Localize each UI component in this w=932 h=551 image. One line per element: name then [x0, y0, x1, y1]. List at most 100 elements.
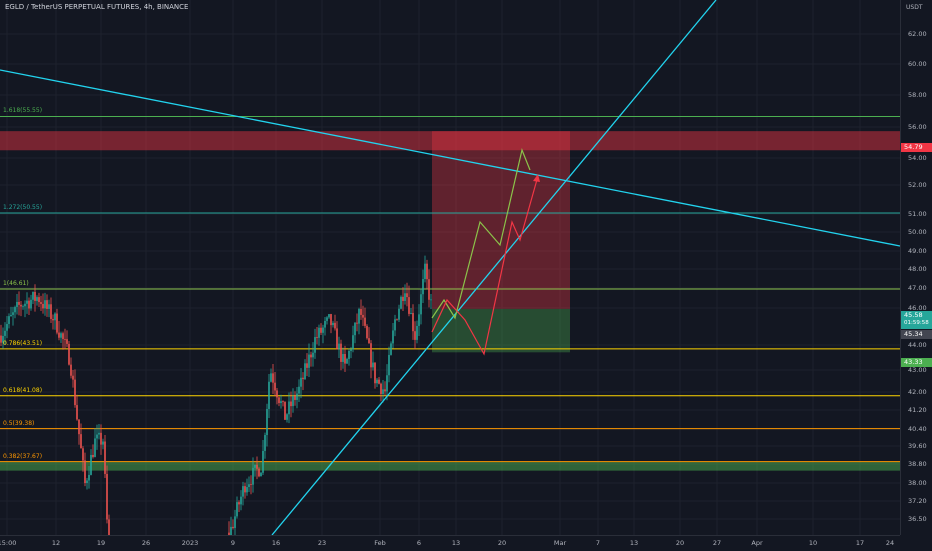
- candle-body: [340, 343, 342, 362]
- candle-body: [272, 373, 274, 383]
- candle-body: [4, 330, 6, 336]
- time-tick-label: 10: [808, 539, 818, 547]
- time-tick-label: Mar: [553, 539, 567, 547]
- candle-body: [332, 322, 334, 326]
- candle-body: [84, 460, 86, 484]
- candle-body: [0, 335, 2, 343]
- candle-body: [266, 408, 268, 436]
- candle-body: [376, 379, 378, 384]
- candle-body: [306, 363, 308, 368]
- candle-body: [58, 332, 60, 338]
- candle-body: [380, 383, 382, 395]
- candle-body: [52, 318, 54, 321]
- candle-body: [420, 294, 422, 315]
- candle-body: [50, 304, 52, 319]
- candle-body: [350, 349, 352, 351]
- candle-body: [400, 296, 402, 309]
- candle-body: [372, 362, 374, 368]
- candle-body: [428, 279, 430, 300]
- candle-body: [10, 314, 12, 317]
- price-axis[interactable]: USDT 62.00 60.00 58.00 56.00 54.00 52.00 51.00…: [900, 0, 932, 535]
- candle-body: [82, 448, 84, 461]
- candle-body: [326, 317, 328, 321]
- projection-path-green: [431, 148, 531, 320]
- candle-body: [70, 364, 72, 376]
- prev-close-tag: 45.34: [901, 330, 932, 339]
- candle-body: [92, 454, 94, 457]
- candle-body: [344, 354, 346, 364]
- time-tick-label: 15:00: [0, 539, 17, 547]
- candle-body: [2, 335, 4, 343]
- candle-body: [254, 464, 256, 468]
- candle-body: [100, 432, 102, 445]
- candle-body: [20, 304, 22, 307]
- candle-body: [42, 303, 44, 309]
- time-axis[interactable]: 15:00 12 19 26 2023 9 16 23 Feb 6 13 20 Mar 7 13 20 27 Ap…: [0, 535, 900, 551]
- bar-countdown: 01:59:58: [904, 320, 929, 326]
- candle-body: [398, 308, 400, 320]
- candle-body: [54, 313, 56, 321]
- candle-body: [90, 454, 92, 475]
- candle-body: [384, 389, 386, 392]
- candle-body: [282, 401, 284, 402]
- price-tick-label: 52.00: [908, 181, 927, 189]
- fib-level-label: 0.786(43.51): [3, 339, 43, 347]
- candle-body: [246, 487, 248, 493]
- candle-body: [258, 468, 260, 477]
- stop-price-tag: 43.33: [901, 358, 932, 367]
- candle-body: [314, 337, 316, 353]
- time-tick-label: 13: [451, 539, 461, 547]
- candle-body: [276, 390, 278, 398]
- candle-body: [358, 309, 360, 324]
- price-tick-label: 62.00: [908, 30, 927, 38]
- candle-body: [62, 333, 64, 340]
- candle-body: [8, 316, 10, 324]
- candle-body: [368, 338, 370, 344]
- candle-body: [424, 263, 426, 280]
- price-chart[interactable]: [0, 0, 900, 535]
- candle-body: [12, 312, 14, 315]
- descending-trendline: [0, 69, 900, 247]
- candle-body: [364, 317, 366, 326]
- candle-body: [66, 339, 68, 344]
- candle-body: [30, 299, 32, 309]
- time-tick-label: 20: [497, 539, 507, 547]
- candle-body: [392, 330, 394, 344]
- candle-body: [320, 327, 322, 333]
- time-tick-label: 19: [96, 539, 106, 547]
- candle-body: [270, 373, 272, 382]
- candle-body: [338, 343, 340, 350]
- price-tick-label: 40.40: [908, 425, 927, 433]
- fib-level-label: 1.272(50.55): [3, 203, 43, 211]
- candle-body: [362, 314, 364, 318]
- symbol-title: EGLD / TetherUS PERPETUAL FUTURES, 4h, B…: [5, 3, 189, 11]
- price-tick-label: 47.00: [908, 284, 927, 292]
- candle-body: [36, 297, 38, 301]
- fib-level-label: 1.618(55.55): [3, 107, 43, 115]
- candle-body: [108, 519, 110, 535]
- candle-body: [48, 304, 50, 309]
- candle-body: [86, 480, 88, 484]
- chart-pane[interactable]: EGLD / TetherUS PERPETUAL FUTURES, 4h, B…: [0, 0, 900, 535]
- price-tick-label: 46.00: [908, 304, 927, 312]
- candle-body: [278, 397, 280, 404]
- candle-body: [102, 441, 104, 445]
- candle-body: [38, 297, 40, 303]
- time-tick-label: 16: [271, 539, 281, 547]
- candle-body: [404, 293, 406, 301]
- candle-body: [356, 322, 358, 324]
- price-tick-label: 39.60: [908, 442, 927, 450]
- candle-body: [104, 441, 106, 474]
- candle-body: [242, 486, 244, 497]
- candle-body: [330, 314, 332, 326]
- candle-body: [264, 435, 266, 451]
- candle-body: [230, 526, 232, 535]
- candle-body: [78, 419, 80, 435]
- candle-body: [412, 312, 414, 332]
- candle-body: [292, 395, 294, 407]
- fib-level-label: 0.618(41.08): [3, 386, 43, 394]
- price-tick-label: 51.00: [908, 210, 927, 218]
- candle-body: [56, 313, 58, 333]
- candle-body: [16, 301, 18, 308]
- candle-body: [300, 377, 302, 387]
